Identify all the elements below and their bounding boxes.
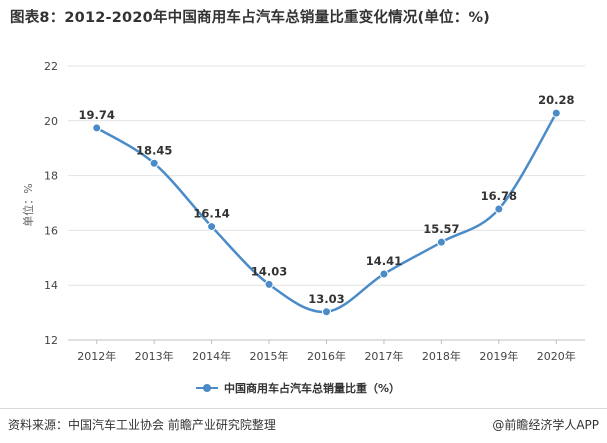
- data-point: [322, 307, 331, 317]
- data-label: 19.74: [79, 108, 115, 122]
- x-tick-label: 2016年: [307, 349, 346, 363]
- data-point: [264, 279, 274, 289]
- x-tick-label: 2014年: [192, 349, 231, 363]
- data-point: [436, 237, 446, 247]
- data-points: [92, 108, 561, 317]
- legend-label: 中国商用车占汽车总销量比重（%）: [224, 381, 400, 395]
- y-tick-label: 16: [44, 224, 58, 237]
- y-tick-label: 12: [44, 334, 58, 347]
- chart-title: 图表8：2012-2020年中国商用车占汽车总销量比重变化情况(单位：%): [10, 10, 491, 26]
- data-labels: 19.74 18.45 16.14 14.03 13.03 14.41 15.57 16.78…: [79, 93, 575, 306]
- y-tick-label: 22: [44, 60, 58, 73]
- data-point: [207, 222, 217, 232]
- data-label: 16.14: [193, 207, 229, 221]
- source-note: 资料来源：中国汽车工业协会 前瞻产业研究院整理: [8, 418, 276, 432]
- legend: 中国商用车占汽车总销量比重（%）: [196, 381, 400, 395]
- x-tick-label: 2019年: [479, 349, 518, 363]
- data-label: 16.78: [481, 189, 517, 203]
- x-tick-label: 2015年: [250, 349, 289, 363]
- x-axis: 2012年 2013年 2014年 2015年 2016年 2017年 2018年 2019年…: [77, 340, 576, 363]
- data-label: 15.57: [423, 222, 459, 236]
- x-tick-label: 2013年: [135, 349, 174, 363]
- data-label: 18.45: [136, 143, 172, 157]
- data-point: [92, 123, 102, 133]
- data-label: 20.28: [538, 93, 574, 107]
- x-tick-label: 2018年: [422, 349, 461, 363]
- data-label: 13.03: [308, 292, 344, 306]
- y-tick-label: 18: [44, 170, 58, 183]
- y-tick-label: 14: [44, 279, 58, 292]
- legend-marker: [203, 384, 211, 392]
- x-tick-label: 2012年: [77, 349, 116, 363]
- footer-divider: [0, 408, 607, 409]
- brand-credit: @前瞻经济学人APP: [492, 418, 599, 432]
- data-point: [379, 269, 389, 279]
- data-point: [149, 158, 159, 168]
- data-label: 14.03: [251, 264, 287, 278]
- y-tick-label: 20: [44, 115, 58, 128]
- data-point: [494, 204, 504, 214]
- x-tick-label: 2020年: [537, 349, 576, 363]
- y-axis: 12 14 16 18 20 22: [44, 60, 58, 347]
- data-label: 14.41: [366, 254, 402, 268]
- x-tick-label: 2017年: [364, 349, 403, 363]
- y-axis-title: 单位：%: [21, 183, 35, 226]
- data-point: [551, 108, 561, 118]
